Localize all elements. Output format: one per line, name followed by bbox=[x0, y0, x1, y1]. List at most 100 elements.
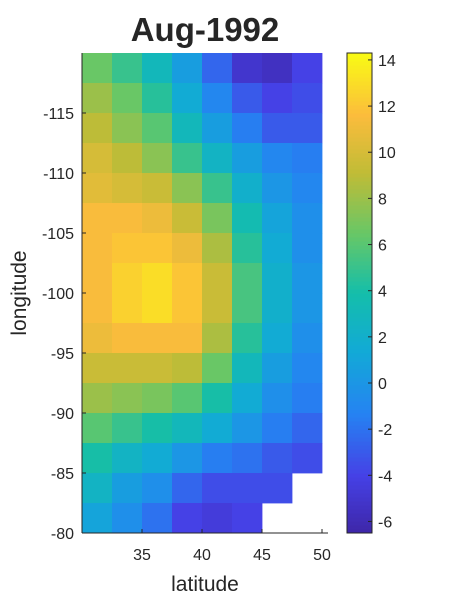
colorbar-segment bbox=[347, 505, 372, 510]
heatmap-cell bbox=[172, 353, 203, 384]
heatmap-cell bbox=[232, 443, 263, 474]
colorbar-segment bbox=[347, 329, 372, 334]
colorbar-segment bbox=[347, 405, 372, 410]
colorbar-segment bbox=[347, 337, 372, 342]
heatmap-cell bbox=[232, 353, 263, 384]
colorbar-tick-label: 2 bbox=[378, 330, 387, 347]
heatmap-cell bbox=[262, 143, 293, 174]
colorbar-segment bbox=[347, 281, 372, 286]
colorbar-segment bbox=[347, 197, 372, 202]
colorbar-segment bbox=[347, 133, 372, 138]
heatmap-cell bbox=[112, 83, 143, 114]
heatmap-cell bbox=[142, 53, 173, 84]
heatmap-cell bbox=[262, 473, 293, 504]
colorbar-segment bbox=[347, 369, 372, 374]
colorbar-segment bbox=[347, 257, 372, 262]
heatmap-cell bbox=[112, 383, 143, 414]
colorbar-segment bbox=[347, 141, 372, 146]
heatmap-cell bbox=[232, 413, 263, 444]
colorbar-segment bbox=[347, 65, 372, 70]
colorbar-segment bbox=[347, 137, 372, 142]
heatmap-cell bbox=[112, 293, 143, 324]
colorbar-tick-label: -6 bbox=[378, 514, 392, 531]
x-tick-label: 50 bbox=[313, 547, 331, 564]
y-tick-label: -95 bbox=[51, 346, 74, 363]
colorbar-segment bbox=[347, 157, 372, 162]
y-tick-label: -100 bbox=[42, 286, 74, 303]
colorbar-segment bbox=[347, 529, 372, 534]
colorbar-segment bbox=[347, 429, 372, 434]
colorbar-segment bbox=[347, 437, 372, 442]
colorbar-segment bbox=[347, 181, 372, 186]
heatmap-cell bbox=[142, 263, 173, 294]
colorbar-segment bbox=[347, 293, 372, 298]
colorbar-segment bbox=[347, 481, 372, 486]
colorbar-segment bbox=[347, 69, 372, 74]
colorbar-segment bbox=[347, 477, 372, 482]
heatmap-cell bbox=[82, 323, 113, 354]
colorbar-segment bbox=[347, 209, 372, 214]
y-tick-label: -110 bbox=[43, 166, 74, 183]
heatmap-cell bbox=[202, 233, 233, 264]
heatmap-cell bbox=[262, 113, 293, 144]
heatmap-cell bbox=[232, 53, 263, 84]
heatmap-cell bbox=[112, 443, 143, 474]
colorbar-segment bbox=[347, 449, 372, 454]
colorbar-segment bbox=[347, 93, 372, 98]
x-tick-label: 40 bbox=[193, 547, 211, 564]
heatmap-cell bbox=[172, 443, 203, 474]
colorbar-segment bbox=[347, 217, 372, 222]
heatmap-cell bbox=[112, 53, 143, 84]
heatmap-cell bbox=[142, 443, 173, 474]
heatmap-cell bbox=[172, 83, 203, 114]
colorbar-segment bbox=[347, 417, 372, 422]
heatmap-cell bbox=[232, 203, 263, 234]
heatmap-cell bbox=[112, 203, 143, 234]
colorbar-segment bbox=[347, 297, 372, 302]
heatmap-cell bbox=[202, 443, 233, 474]
chart-title: Aug-1992 bbox=[131, 11, 280, 48]
colorbar-segment bbox=[347, 229, 372, 234]
colorbar-segment bbox=[347, 193, 372, 198]
colorbar-segment bbox=[347, 261, 372, 266]
heatmap-cell bbox=[292, 143, 323, 174]
heatmap-cell bbox=[172, 413, 203, 444]
colorbar-segment bbox=[347, 309, 372, 314]
heatmap-cell bbox=[202, 413, 233, 444]
heatmap-cell bbox=[82, 383, 113, 414]
heatmap-cell bbox=[82, 53, 113, 84]
heatmap-cell bbox=[82, 233, 113, 264]
colorbar-segment bbox=[347, 173, 372, 178]
colorbar-segment bbox=[347, 469, 372, 474]
colorbar-segment bbox=[347, 465, 372, 470]
colorbar-segment bbox=[347, 61, 372, 66]
heatmap-cell bbox=[292, 173, 323, 204]
colorbar: -6 -4 -2 0 2 4 6 8 10 12 14 bbox=[346, 52, 396, 534]
colorbar-segment bbox=[347, 53, 372, 58]
heatmap-cell bbox=[142, 203, 173, 234]
colorbar-segment bbox=[347, 177, 372, 182]
colorbar-segment bbox=[347, 525, 372, 530]
heatmap-cell bbox=[172, 233, 203, 264]
heatmap-cell bbox=[82, 413, 113, 444]
heatmap-cell bbox=[82, 143, 113, 174]
colorbar-segment bbox=[347, 113, 372, 118]
heatmap-cell bbox=[112, 353, 143, 384]
colorbar-segment bbox=[347, 201, 372, 206]
heatmap-cell bbox=[262, 203, 293, 234]
axes: 35 40 45 50 -115 -110 -105 -100 -95 -90 -85 -80 bbox=[42, 53, 331, 564]
heatmap-cell bbox=[142, 233, 173, 264]
heatmap-cell bbox=[292, 383, 323, 414]
heatmap-cell bbox=[232, 473, 263, 504]
colorbar-segment bbox=[347, 517, 372, 522]
heatmap-cell bbox=[112, 173, 143, 204]
colorbar-segment bbox=[347, 341, 372, 346]
heatmap-cell bbox=[82, 113, 113, 144]
colorbar-segment bbox=[347, 225, 372, 230]
colorbar-segment bbox=[347, 145, 372, 150]
colorbar-segment bbox=[347, 361, 372, 366]
colorbar-segment bbox=[347, 409, 372, 414]
heatmap-cell bbox=[172, 293, 203, 324]
colorbar-segment bbox=[347, 213, 372, 218]
colorbar-segment bbox=[347, 105, 372, 110]
